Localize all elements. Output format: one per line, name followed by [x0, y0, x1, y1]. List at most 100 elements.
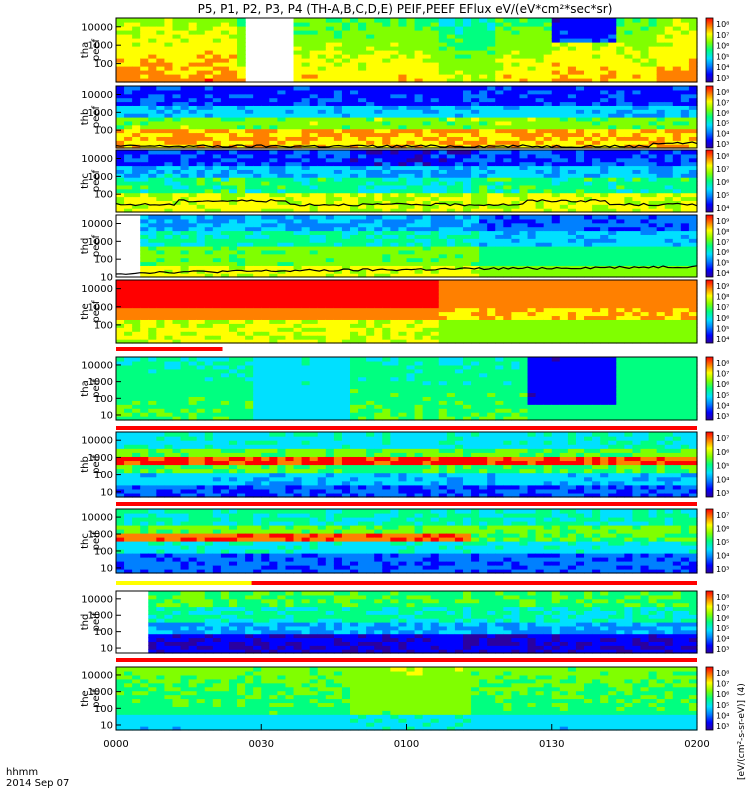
colorbar-tick-label: 10⁵ — [716, 701, 729, 710]
colorbar-tick-label: 10⁴ — [716, 63, 729, 72]
spectrogram-cells — [116, 150, 698, 213]
colorbar-tick-label: 10⁷ — [716, 165, 729, 174]
panel-frame — [115, 17, 698, 83]
colorbar-tick-label: 10⁶ — [716, 525, 729, 534]
y-axis-label: the — [80, 690, 91, 706]
colorbar-tick-label: 10⁸ — [716, 152, 729, 161]
colorbar-tick-label: 10⁷ — [716, 680, 729, 689]
spectrogram-cells — [116, 86, 698, 149]
colorbar-tick-label: 10⁴ — [716, 269, 729, 278]
colorbar-tick-label: 10⁸ — [716, 88, 729, 97]
colorbar-tick-label: 10⁶ — [716, 248, 729, 257]
colorbar-tick-label: 10⁵ — [716, 119, 729, 128]
colorbar-tick-label: 10³ — [716, 412, 729, 421]
y-tick-label: 1000 — [88, 530, 113, 541]
colorbar-tick-label: 10⁶ — [716, 42, 729, 51]
panel-thc-peif: thc peif 10000 1000 100 10 10⁷ 10⁶ 10⁵ 10⁴ 10³ — [80, 508, 729, 574]
colorbar-tick-label: 10⁹ — [716, 217, 729, 226]
colorbar-tick-label: 10⁷ — [716, 303, 729, 312]
spectrogram-cells — [116, 432, 698, 498]
panel-frame — [115, 279, 698, 344]
y-tick-label: 1000 — [88, 172, 113, 183]
colorbar-tick-label: 10⁷ — [716, 238, 729, 247]
spectrogram-cells — [116, 18, 698, 83]
colorbar-tick-label: 10⁴ — [716, 130, 729, 139]
y-tick-label: 100 — [94, 394, 113, 405]
colorbar-tick-label: 10⁹ — [716, 282, 729, 291]
x-tick-label: 0130 — [539, 739, 564, 750]
colorbar-tick-label: 10⁷ — [716, 603, 729, 612]
spectrogram-cells — [148, 591, 698, 654]
colorbar-tick-label: 10⁶ — [716, 614, 729, 623]
colorbar-unit-label: [eV/(cm²-s-sr-eV)](4) — [737, 683, 747, 780]
colorbar: 10⁸ 10⁷ 10⁶ 10⁵ 10⁴ — [705, 149, 729, 213]
colorbar-tick-label: 10⁵ — [716, 52, 729, 61]
y-axis-sublabel: peif — [91, 612, 102, 631]
colorbar-tick-label: 10⁶ — [716, 448, 729, 457]
colorbar-tick-label: 10⁴ — [716, 635, 729, 644]
colorbar-tick-label: 10⁵ — [716, 538, 729, 547]
y-tick-label: 1000 — [88, 377, 113, 388]
colorbar-tick-label: 10⁸ — [716, 359, 729, 368]
x-tick-label: 0030 — [249, 739, 274, 750]
y-tick-label: 10000 — [81, 436, 113, 447]
colorbar-tick-label: 10⁵ — [716, 462, 729, 471]
y-tick-label: 1000 — [88, 237, 113, 248]
spacecraft-potential-line — [115, 141, 698, 149]
colorbar-tick-label: 10⁶ — [716, 314, 729, 323]
status-bars-group — [116, 347, 698, 662]
panel-frame — [115, 590, 698, 654]
y-tick-label: 100 — [94, 627, 113, 638]
y-tick-label: 1000 — [88, 611, 113, 622]
y-axis-label: thc — [80, 533, 91, 549]
y-tick-label: 10000 — [81, 284, 113, 295]
panel-frame — [115, 149, 698, 213]
y-tick-label: 1000 — [88, 687, 113, 698]
y-axis-sublabel: peef — [91, 300, 102, 323]
colorbar-tick-label: 10⁷ — [716, 31, 729, 40]
spectrogram-cells — [116, 357, 698, 421]
y-axis-sublabel: peef — [91, 38, 102, 61]
colorbar-tick-label: 10³ — [716, 74, 729, 83]
colorbar-tick-label: 10⁶ — [716, 178, 729, 187]
y-axis-label: tha — [80, 380, 91, 396]
y-tick-label: 100 — [94, 126, 113, 137]
colorbar-tick-label: 10³ — [716, 565, 729, 574]
y-tick-label: 100 — [94, 255, 113, 266]
spacecraft-potential-line — [115, 198, 698, 207]
y-tick-label: 10000 — [81, 594, 113, 605]
colorbar: 10⁷ 10⁶ 10⁵ 10⁴ 10³ — [705, 431, 729, 498]
y-tick-label: 100 — [94, 546, 113, 557]
colorbar-tick-label: 10⁵ — [716, 259, 729, 268]
y-axis-sublabel: peif — [91, 689, 102, 708]
panel-thb-peif: thb peif 10000 1000 100 10 10⁷ 10⁶ 10⁵ 10⁴ 10³ — [80, 431, 729, 498]
colorbar-tick-label: 10³ — [716, 140, 729, 149]
colorbar-tick-label: 10⁴ — [716, 204, 729, 213]
y-tick-label: 100 — [94, 704, 113, 715]
y-axis-sublabel: peef — [91, 234, 102, 257]
y-axis-sublabel: peef — [91, 169, 102, 192]
panel-frame — [115, 85, 698, 149]
y-tick-label: 100 — [94, 320, 113, 331]
y-tick-label: 10 — [100, 563, 113, 574]
y-tick-label: 10000 — [81, 154, 113, 165]
x-tick-label: 0200 — [684, 739, 709, 750]
x-tick-label: 0100 — [394, 739, 419, 750]
colorbar-tick-label: 10⁴ — [716, 335, 729, 344]
y-tick-label: 10 — [100, 644, 113, 655]
y-tick-label: 1000 — [88, 453, 113, 464]
y-axis-label: thb — [80, 109, 91, 126]
status-bar-segment — [116, 502, 697, 506]
y-tick-label: 10000 — [81, 22, 113, 33]
status-bar-segment — [251, 581, 698, 585]
